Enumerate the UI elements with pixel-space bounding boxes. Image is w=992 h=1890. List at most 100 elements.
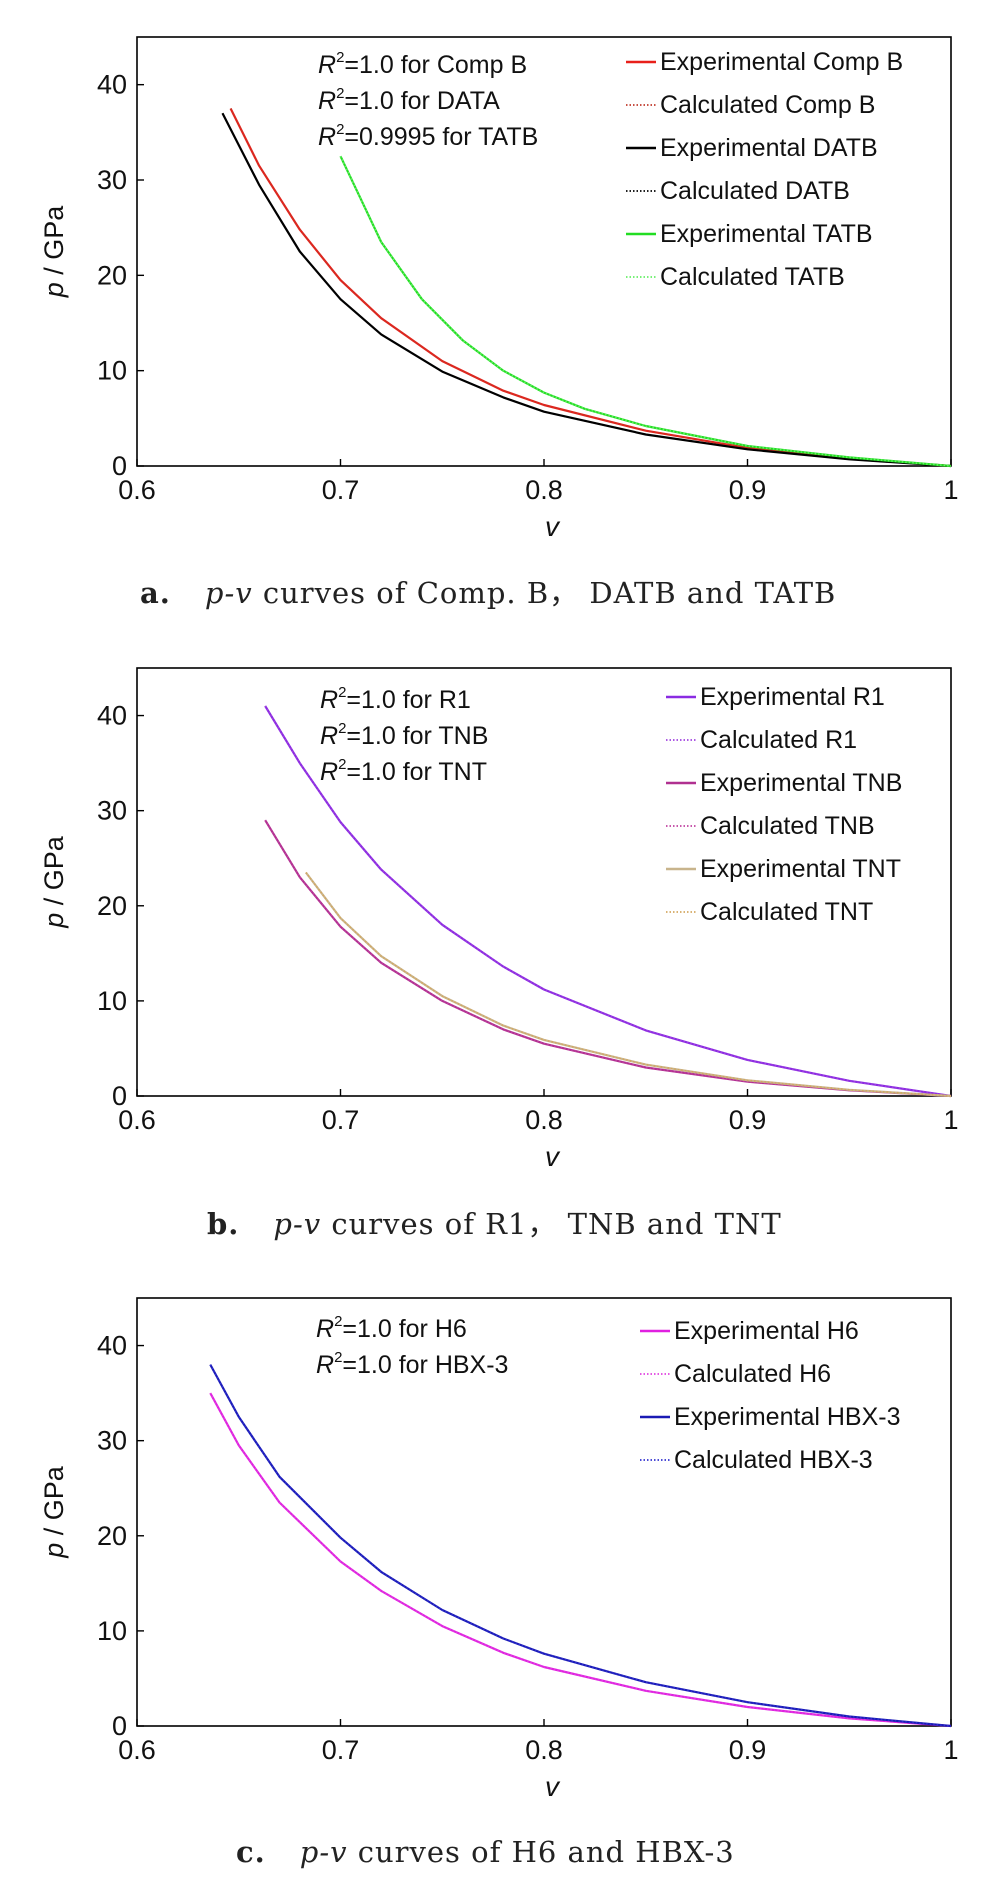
x-tick-label: 0.7 xyxy=(322,475,360,505)
series-line-calculated-hbx-3 xyxy=(209,1364,952,1727)
y-tick-label: 10 xyxy=(97,1616,127,1646)
r-squared-annotation: R2=1.0 for Comp B xyxy=(318,49,527,79)
legend-label: Calculated TNT xyxy=(700,898,873,926)
y-tick-label: 0 xyxy=(112,1081,127,1111)
x-tick-label: 0.8 xyxy=(525,1735,563,1765)
legend-label: Experimental TNB xyxy=(700,769,902,797)
r-superscript: 2 xyxy=(338,756,346,773)
legend-label: Calculated TNB xyxy=(700,812,875,840)
series-line-calculated-h6 xyxy=(209,1392,952,1727)
annotation-text: =0.9995 for TATB xyxy=(344,123,538,151)
y-axis-label-unit: / GPa xyxy=(39,205,69,283)
caption-label: c. xyxy=(236,1835,266,1869)
r-squared-annotation: R2=1.0 for TNB xyxy=(320,720,488,750)
annotation-text: =1.0 for TNT xyxy=(346,758,487,786)
legend-label: Experimental R1 xyxy=(700,683,885,711)
y-tick-label: 30 xyxy=(97,1426,127,1456)
x-axis-label: v xyxy=(545,1141,561,1172)
r-symbol: R xyxy=(318,123,336,151)
annotation-text: =1.0 for Comp B xyxy=(344,51,527,79)
legend-label: Experimental TATB xyxy=(660,220,873,248)
x-tick-label: 0.9 xyxy=(729,1735,767,1765)
r-symbol: R xyxy=(316,1315,334,1343)
x-tick-label: 0.9 xyxy=(729,1105,767,1135)
x-tick-label: 0.9 xyxy=(729,475,767,505)
legend-label: Experimental TNT xyxy=(700,855,901,883)
series-line-calculated-r1 xyxy=(264,705,952,1097)
r-superscript: 2 xyxy=(334,1313,342,1330)
r-squared-annotation: R2=1.0 for H6 xyxy=(316,1313,467,1343)
panel-caption: a. p-v curves of Comp. B， DATB and TATB xyxy=(140,576,836,610)
x-tick-label: 0.6 xyxy=(118,1735,156,1765)
y-tick-label: 10 xyxy=(97,356,127,386)
y-tick-label: 40 xyxy=(97,1331,127,1361)
r-superscript: 2 xyxy=(336,49,344,66)
caption-label: b. xyxy=(207,1207,239,1241)
series-line-calculated-tatb xyxy=(339,155,952,467)
y-axis-label: p / GPa xyxy=(39,1465,69,1559)
x-tick-label: 1 xyxy=(943,475,958,505)
annotation-text: =1.0 for TNB xyxy=(346,722,488,750)
r-superscript: 2 xyxy=(338,720,346,737)
series-line-calculated-tnb xyxy=(264,819,952,1097)
r-symbol: R xyxy=(318,87,336,115)
x-tick-label: 0.7 xyxy=(322,1735,360,1765)
r-squared-annotation: R2=1.0 for TNT xyxy=(320,756,487,786)
x-tick-label: 0.7 xyxy=(322,1105,360,1135)
y-tick-label: 30 xyxy=(97,165,127,195)
r-symbol: R xyxy=(320,722,338,750)
y-axis-label: p / GPa xyxy=(39,205,69,299)
caption-symbol: p-v xyxy=(205,576,253,610)
legend-label: Calculated DATB xyxy=(660,177,850,205)
legend-label: Calculated R1 xyxy=(700,726,857,754)
y-axis-label-unit: / GPa xyxy=(39,835,69,913)
legend-label: Experimental Comp B xyxy=(660,48,903,76)
r-symbol: R xyxy=(320,758,338,786)
series-line-experimental-tatb xyxy=(339,155,952,468)
caption-text: curves of Comp. B， DATB and TATB xyxy=(253,576,837,610)
caption-text: curves of H6 and HBX-3 xyxy=(348,1835,735,1869)
series-line-experimental-h6 xyxy=(209,1392,952,1728)
y-axis-label-symbol: p xyxy=(39,1543,69,1559)
y-axis-label-unit: / GPa xyxy=(39,1465,69,1543)
caption-label: a. xyxy=(140,576,171,610)
x-axis-label: v xyxy=(545,511,561,542)
r-squared-annotation: R2=1.0 for R1 xyxy=(320,684,471,714)
series-line-calculated-datb xyxy=(221,112,952,467)
r-squared-annotation: R2=1.0 for HBX-3 xyxy=(316,1349,508,1379)
y-tick-label: 10 xyxy=(97,986,127,1016)
annotation-text: =1.0 for DATA xyxy=(344,87,500,115)
series-line-calculated-comp-b xyxy=(229,108,952,467)
x-tick-label: 1 xyxy=(943,1105,958,1135)
y-axis-label-symbol: p xyxy=(39,913,69,929)
x-tick-label: 0.8 xyxy=(525,1105,563,1135)
x-tick-label: 1 xyxy=(943,1735,958,1765)
series-line-calculated-tnt xyxy=(305,872,952,1097)
annotation-text: =1.0 for R1 xyxy=(346,686,470,714)
legend-label: Experimental H6 xyxy=(674,1317,859,1345)
r-superscript: 2 xyxy=(338,684,346,701)
caption-symbol: p-v xyxy=(300,1835,348,1869)
r-squared-annotation: R2=0.9995 for TATB xyxy=(318,121,538,151)
legend-label: Calculated TATB xyxy=(660,263,845,291)
r-superscript: 2 xyxy=(336,121,344,138)
panel-caption: b. p-v curves of R1， TNB and TNT xyxy=(207,1207,782,1241)
y-tick-label: 30 xyxy=(97,796,127,826)
y-tick-label: 20 xyxy=(97,891,127,921)
y-tick-label: 20 xyxy=(97,1521,127,1551)
r-superscript: 2 xyxy=(336,85,344,102)
caption-text: curves of R1， TNB and TNT xyxy=(321,1207,782,1241)
r-symbol: R xyxy=(316,1351,334,1379)
legend-label: Calculated HBX-3 xyxy=(674,1446,873,1474)
r-symbol: R xyxy=(318,51,336,79)
r-superscript: 2 xyxy=(334,1349,342,1366)
x-tick-label: 0.6 xyxy=(118,475,156,505)
r-symbol: R xyxy=(320,686,338,714)
x-tick-label: 0.8 xyxy=(525,475,563,505)
r-squared-annotation: R2=1.0 for DATA xyxy=(318,85,500,115)
y-tick-label: 40 xyxy=(97,701,127,731)
